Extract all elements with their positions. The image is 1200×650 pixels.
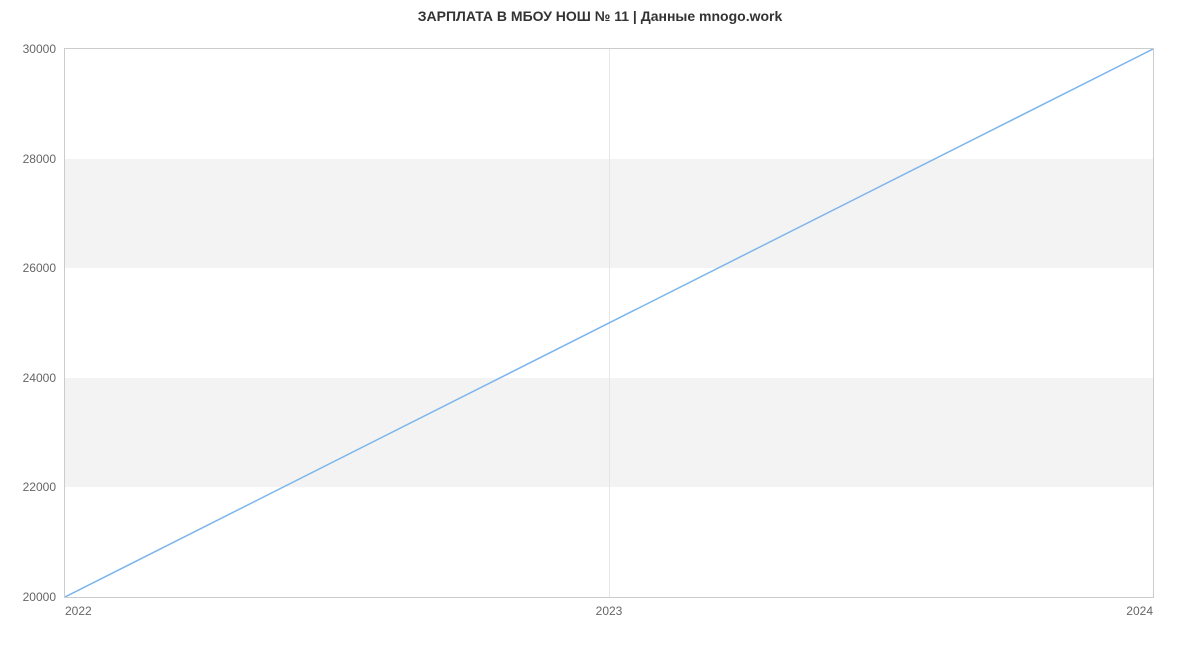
plot-border [64,48,1154,598]
chart-container: ЗАРПЛАТА В МБОУ НОШ № 11 | Данные mnogo.… [0,0,1200,650]
y-axis-label: 26000 [23,261,64,275]
chart-title: ЗАРПЛАТА В МБОУ НОШ № 11 | Данные mnogo.… [0,8,1200,24]
y-axis-label: 30000 [23,42,64,56]
y-axis-label: 28000 [23,152,64,166]
y-axis-label: 20000 [23,590,64,604]
x-axis-label: 2024 [1126,598,1153,618]
y-axis-label: 24000 [23,371,64,385]
y-axis-label: 22000 [23,480,64,494]
x-axis-label: 2022 [65,598,92,618]
plot-area: 2000022000240002600028000300002022202320… [64,48,1154,598]
x-axis-label: 2023 [596,598,623,618]
